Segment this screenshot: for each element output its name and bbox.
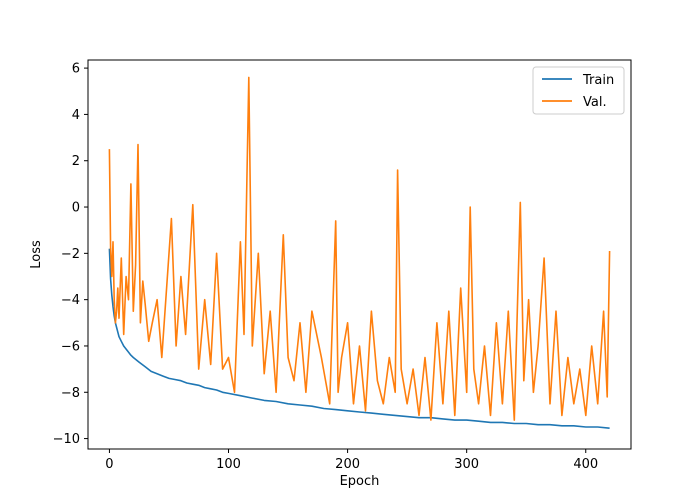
plot-area [108,76,611,429]
y-axis-label: Loss [29,240,44,269]
y-tick-label: 0 [72,201,80,216]
y-tick-label: −2 [61,247,80,262]
y-tick-label: 4 [72,108,80,123]
x-tick-label: 300 [454,457,479,472]
y-axis-ticks: −10 −8 −6 −4 −2 0 2 4 6 [53,62,88,447]
axes-frame [87,59,632,450]
y-tick-label: 6 [72,62,80,77]
x-tick-label: 200 [335,457,360,472]
x-axis-label: Epoch [340,474,380,489]
legend-label-val: Val. [583,95,607,110]
y-tick-label: −6 [61,339,80,354]
x-tick-label: 100 [216,457,241,472]
y-tick-label: 2 [72,154,80,169]
x-axis-ticks: 0 100 200 300 400 [105,449,598,472]
series-line-val [108,76,611,421]
legend: Train Val. [532,66,625,115]
x-tick-label: 0 [105,457,113,472]
y-tick-label: −10 [53,432,80,447]
series-line-train [108,248,610,429]
legend-label-train: Train [582,73,614,88]
y-tick-label: −4 [61,293,80,308]
y-tick-label: −8 [61,386,80,401]
x-tick-label: 400 [573,457,598,472]
